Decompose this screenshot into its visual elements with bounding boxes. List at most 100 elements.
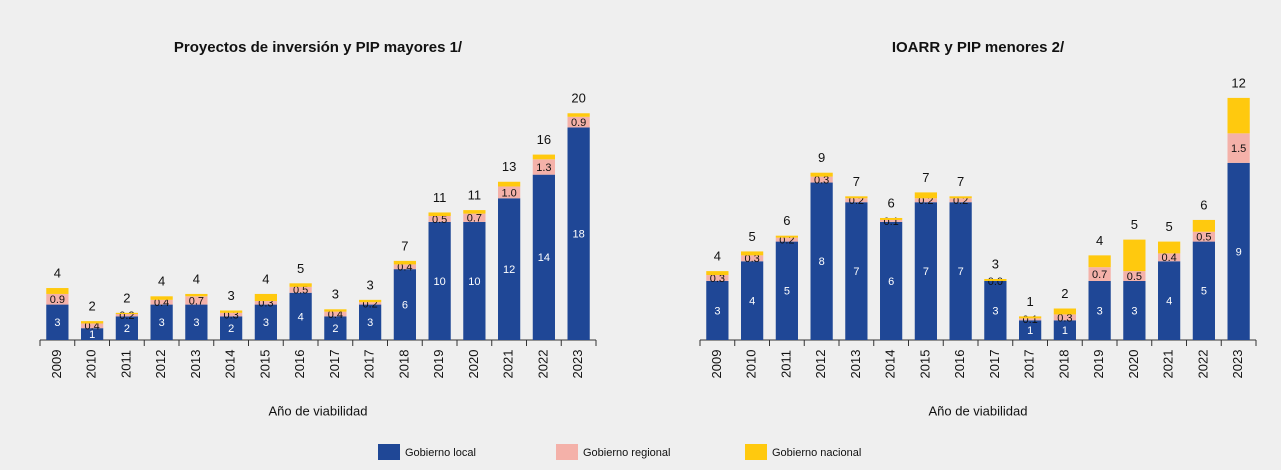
- x-tick-label: 2020: [466, 350, 481, 379]
- value-label: 0.9: [571, 117, 586, 129]
- value-label: 0.7: [189, 295, 204, 307]
- total-label: 4: [714, 249, 721, 264]
- bar-segment: [289, 292, 312, 340]
- total-label: 7: [853, 174, 860, 189]
- bar-segment: [498, 186, 521, 199]
- x-tick-label: 2020: [1126, 350, 1141, 379]
- x-tick-label: 2018: [396, 350, 411, 379]
- bar-segment: [1227, 97, 1250, 134]
- bar-segment: [185, 304, 208, 340]
- bar-segment: [46, 304, 69, 340]
- bar-segment: [914, 198, 937, 203]
- total-label: 9: [818, 150, 825, 165]
- bar-segment: [1019, 318, 1042, 321]
- total-label: 5: [1131, 217, 1138, 232]
- bar-segment: [949, 198, 972, 203]
- bar-segment: [185, 293, 208, 297]
- value-label: 3: [1097, 305, 1103, 317]
- x-tick-label: 2014: [883, 350, 898, 379]
- x-tick-label: 2021: [501, 350, 516, 379]
- x-tick-label: 2017: [362, 350, 377, 379]
- bar-segment: [254, 301, 277, 305]
- total-label: 2: [1061, 286, 1068, 301]
- total-label: 11: [468, 188, 482, 203]
- total-label: 3: [992, 256, 999, 271]
- bar-segment: [289, 286, 312, 293]
- value-label: 0.4: [328, 309, 343, 321]
- total-label: 6: [888, 195, 895, 210]
- value-label: 8: [819, 256, 825, 268]
- value-label: 1.0: [501, 187, 516, 199]
- total-label: 7: [957, 174, 964, 189]
- bar-segment: [567, 116, 590, 128]
- value-label: 1.5: [1231, 143, 1246, 155]
- total-label: 3: [228, 288, 235, 303]
- total-label: 20: [571, 91, 585, 106]
- x-tick-label: 2015: [257, 350, 272, 379]
- bar-segment: [1192, 231, 1215, 242]
- x-tick-label: 2014: [223, 350, 238, 379]
- bar-segment: [1158, 241, 1181, 254]
- bar-segment: [810, 176, 833, 183]
- bar-segment: [949, 202, 972, 340]
- legend-swatch: [556, 444, 578, 460]
- bar-segment: [984, 280, 1007, 340]
- total-label: 3: [367, 277, 374, 292]
- total-label: 5: [749, 229, 756, 244]
- x-tick-label: 2016: [952, 350, 967, 379]
- value-label: 12: [503, 264, 515, 276]
- value-label: 7: [853, 266, 859, 278]
- x-tick-label: 2012: [153, 350, 168, 379]
- total-label: 5: [1166, 219, 1173, 234]
- value-label: 0.5: [1127, 271, 1142, 283]
- bar-segment: [185, 296, 208, 305]
- bar-segment: [359, 304, 382, 340]
- value-label: 3: [1131, 305, 1137, 317]
- value-label: 9: [1236, 246, 1242, 258]
- value-label: 5: [1201, 286, 1207, 298]
- x-tick-label: 2010: [744, 350, 759, 379]
- bar-segment: [498, 198, 521, 340]
- legend-label: Gobierno regional: [583, 447, 670, 459]
- bar-segment: [775, 237, 798, 242]
- total-label: 5: [297, 261, 304, 276]
- value-label: 3: [193, 317, 199, 329]
- value-label: 3: [54, 317, 60, 329]
- bar-segment: [532, 154, 555, 160]
- bar-segment: [532, 159, 555, 175]
- value-label: 0.4: [1161, 252, 1176, 264]
- bar-segment: [324, 311, 347, 317]
- bar-segment: [880, 217, 903, 220]
- total-label: 4: [193, 271, 200, 286]
- bar-segment: [150, 304, 173, 340]
- value-label: 3: [159, 317, 165, 329]
- total-label: 7: [922, 170, 929, 185]
- total-label: 4: [54, 265, 61, 280]
- total-label: 13: [502, 159, 516, 174]
- bar-segment: [289, 283, 312, 287]
- bar-segment: [115, 314, 138, 317]
- total-label: 2: [89, 299, 96, 314]
- bar-segment: [115, 316, 138, 340]
- bar-segment: [1123, 271, 1146, 281]
- value-label: 0.2: [119, 310, 134, 322]
- bar-segment: [845, 198, 868, 203]
- bar-segment: [393, 260, 416, 265]
- x-axis-title: Año de viabilidad: [268, 403, 367, 418]
- total-label: 6: [1200, 197, 1207, 212]
- value-label: 1: [1027, 325, 1033, 337]
- total-label: 4: [1096, 233, 1103, 248]
- value-label: 0.1: [883, 216, 898, 228]
- total-label: 16: [537, 132, 551, 147]
- bar-segment: [428, 216, 451, 222]
- value-label: 3: [992, 305, 998, 317]
- x-tick-label: 2017: [987, 350, 1002, 379]
- bar-segment: [532, 174, 555, 340]
- value-label: 3: [263, 317, 269, 329]
- total-label: 4: [158, 274, 165, 289]
- value-label: 10: [434, 276, 446, 288]
- bar-segment: [949, 196, 972, 199]
- value-label: 0.4: [154, 297, 169, 309]
- value-label: 0.4: [84, 321, 99, 333]
